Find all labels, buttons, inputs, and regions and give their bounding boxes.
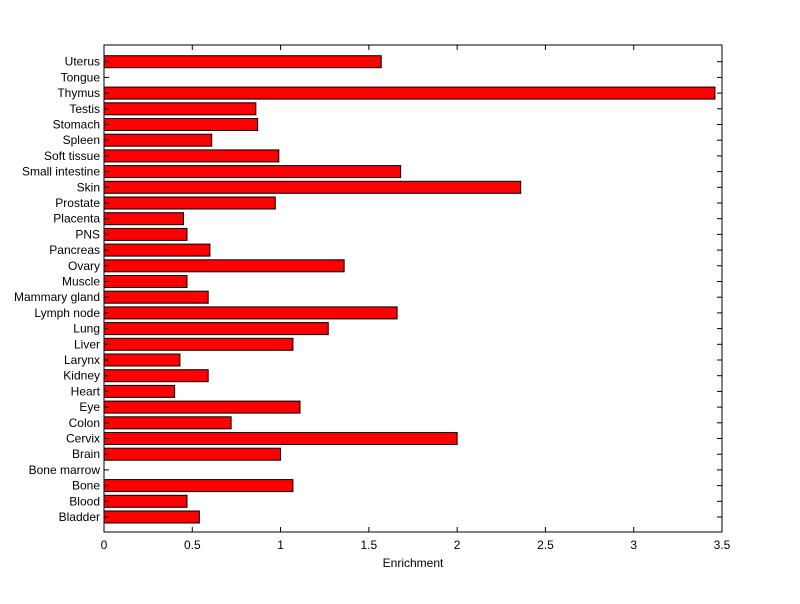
y-tick-label-bone: Bone xyxy=(72,479,100,493)
x-tick-label: 3.5 xyxy=(714,538,731,552)
y-tick-label-placenta: Placenta xyxy=(53,212,100,226)
bar-placenta xyxy=(103,212,184,226)
bar-liver xyxy=(103,337,294,351)
y-tick-label-pancreas: Pancreas xyxy=(49,243,100,257)
x-tick-label: 1 xyxy=(277,538,284,552)
y-tick-label-bone-marrow: Bone marrow xyxy=(29,463,101,477)
y-tick-label-stomach: Stomach xyxy=(53,118,100,132)
x-tick-label: 2.5 xyxy=(537,538,554,552)
bar-lung xyxy=(103,322,329,336)
bar-blood xyxy=(103,494,188,508)
y-tick-label-liver: Liver xyxy=(74,337,100,351)
bar-small-intestine xyxy=(103,165,402,179)
y-tick-label-eye: Eye xyxy=(79,400,100,414)
y-tick-label-bladder: Bladder xyxy=(59,510,100,524)
y-tick-label-skin: Skin xyxy=(77,180,100,194)
bar-kidney xyxy=(103,369,209,383)
y-tick-label-cervix: Cervix xyxy=(66,432,100,446)
bar-larynx xyxy=(103,353,181,367)
x-axis-label: Enrichment xyxy=(383,556,444,570)
y-tick-label-uterus: Uterus xyxy=(65,55,100,69)
bar-testis xyxy=(103,102,257,116)
x-tick-label: 2 xyxy=(454,538,461,552)
bar-bone xyxy=(103,479,294,493)
y-tick-label-kidney: Kidney xyxy=(63,369,100,383)
x-tick-label: 0 xyxy=(101,538,108,552)
y-tick-label-prostate: Prostate xyxy=(55,196,100,210)
bar-bladder xyxy=(103,510,200,524)
x-tick-label: 0.5 xyxy=(184,538,201,552)
bar-colon xyxy=(103,416,232,430)
bar-skin xyxy=(103,180,522,194)
y-tick-label-small-intestine: Small intestine xyxy=(22,165,100,179)
y-tick-label-tongue: Tongue xyxy=(61,70,101,84)
bar-brain xyxy=(103,447,282,461)
y-tick-label-pns: PNS xyxy=(75,227,100,241)
y-tick-label-colon: Colon xyxy=(69,416,100,430)
x-tick-label: 3 xyxy=(630,538,637,552)
bar-pancreas xyxy=(103,243,211,257)
y-tick-label-mammary-gland: Mammary gland xyxy=(14,290,100,304)
bars-layer xyxy=(103,55,716,524)
bar-uterus xyxy=(103,55,382,69)
y-tick-label-blood: Blood xyxy=(69,494,100,508)
bar-soft-tissue xyxy=(103,149,280,163)
x-tick-label: 1.5 xyxy=(361,538,378,552)
y-tick-label-lung: Lung xyxy=(73,322,100,336)
bar-spleen xyxy=(103,133,213,147)
y-tick-label-thymus: Thymus xyxy=(57,86,100,100)
bar-prostate xyxy=(103,196,276,210)
y-tick-label-testis: Testis xyxy=(69,102,100,116)
y-tick-label-heart: Heart xyxy=(71,384,101,398)
bar-stomach xyxy=(103,118,259,131)
bar-ovary xyxy=(103,259,345,273)
bar-heart xyxy=(103,384,176,398)
y-tick-label-spleen: Spleen xyxy=(63,133,100,147)
bar-muscle xyxy=(103,275,188,288)
bar-mammary-gland xyxy=(103,290,209,304)
bar-pns xyxy=(103,227,188,241)
y-tick-label-muscle: Muscle xyxy=(62,275,100,289)
y-tick-label-brain: Brain xyxy=(72,447,100,461)
bar-eye xyxy=(103,400,301,414)
y-tick-label-lymph-node: Lymph node xyxy=(34,306,100,320)
bar-thymus xyxy=(103,86,716,100)
y-tick-label-larynx: Larynx xyxy=(64,353,100,367)
y-tick-label-ovary: Ovary xyxy=(68,259,100,273)
bar-lymph-node xyxy=(103,306,398,320)
y-tick-label-soft-tissue: Soft tissue xyxy=(44,149,100,163)
bar-cervix xyxy=(103,432,458,445)
